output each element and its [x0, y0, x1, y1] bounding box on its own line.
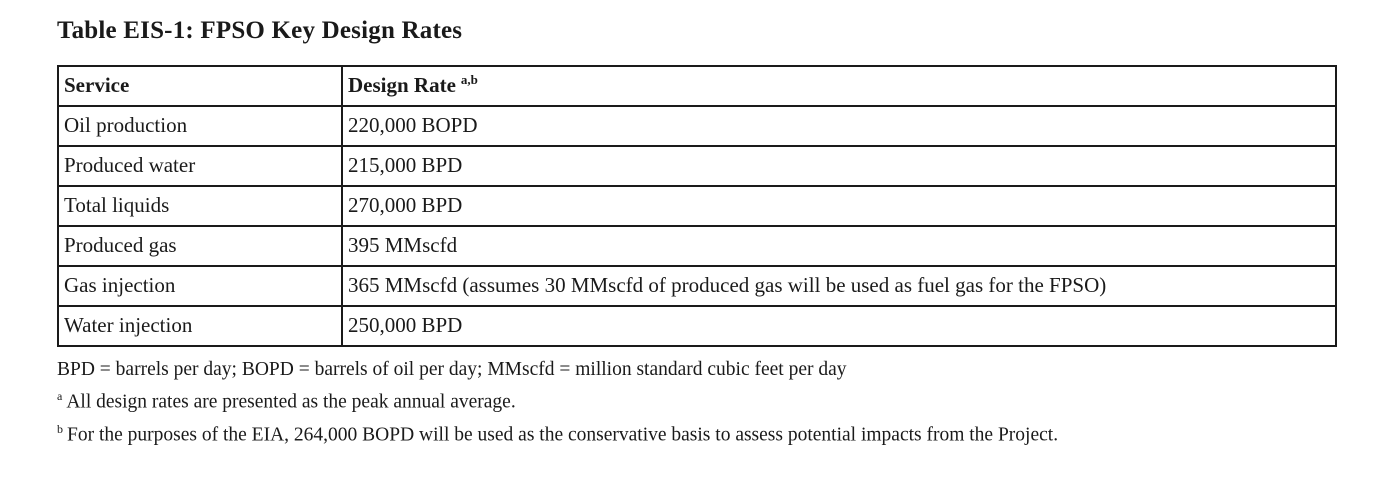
table-row: Water injection 250,000 BPD: [57, 305, 1337, 347]
rate-cell: 220,000 BOPD: [341, 105, 1337, 147]
footnote-abbreviations: BPD = barrels per day; BOPD = barrels of…: [57, 359, 847, 380]
rate-cell: 215,000 BPD: [341, 145, 1337, 187]
footnote-a: a All design rates are presented as the p…: [57, 383, 1337, 416]
table-row: Gas injection 365 MMscfd (assumes 30 MMs…: [57, 265, 1337, 307]
service-cell: Water injection: [57, 305, 343, 347]
page-title: Table EIS-1: FPSO Key Design Rates: [57, 17, 463, 44]
table-row: Produced gas 395 MMscfd: [57, 225, 1337, 267]
table-row: Total liquids 270,000 BPD: [57, 185, 1337, 227]
rate-cell: 365 MMscfd (assumes 30 MMscfd of produce…: [341, 265, 1337, 307]
service-cell: Total liquids: [57, 185, 343, 227]
footnotes-block: BPD = barrels per day; BOPD = barrels of…: [57, 356, 1337, 448]
service-cell: Oil production: [57, 105, 343, 147]
rate-cell: 270,000 BPD: [341, 185, 1337, 227]
footnote-b-marker: b: [57, 421, 63, 436]
footnote-a-marker: a: [57, 389, 63, 403]
footnote-b-text: For the purposes of the EIA, 264,000 BOP…: [67, 424, 1059, 445]
service-cell: Produced water: [57, 145, 343, 187]
header-design-rate-label: Design Rate: [348, 73, 456, 97]
rate-cell: 395 MMscfd: [341, 225, 1337, 267]
table-header-design-rate: Design Rate a,b: [341, 65, 1337, 107]
footnote-a-text: All design rates are presented as the pe…: [66, 391, 516, 413]
rate-cell: 250,000 BPD: [341, 305, 1337, 347]
table-row: Produced water 215,000 BPD: [57, 145, 1337, 187]
service-cell: Gas injection: [57, 265, 343, 307]
document-page: Table EIS-1: FPSO Key Design Rates Servi…: [57, 17, 1337, 448]
service-cell: Produced gas: [57, 225, 343, 267]
header-design-rate-superscript: a,b: [460, 72, 478, 87]
header-service-label: Service: [64, 72, 130, 97]
table-header-row: Service Design Rate a,b: [57, 65, 1337, 107]
table-header-service: Service: [57, 65, 343, 107]
design-rates-table: Service Design Rate a,b Oil production 22…: [57, 65, 1337, 347]
footnote-b: b For the purposes of the EIA, 264,000 BO…: [57, 416, 1337, 449]
table-row: Oil production 220,000 BOPD: [57, 105, 1337, 147]
